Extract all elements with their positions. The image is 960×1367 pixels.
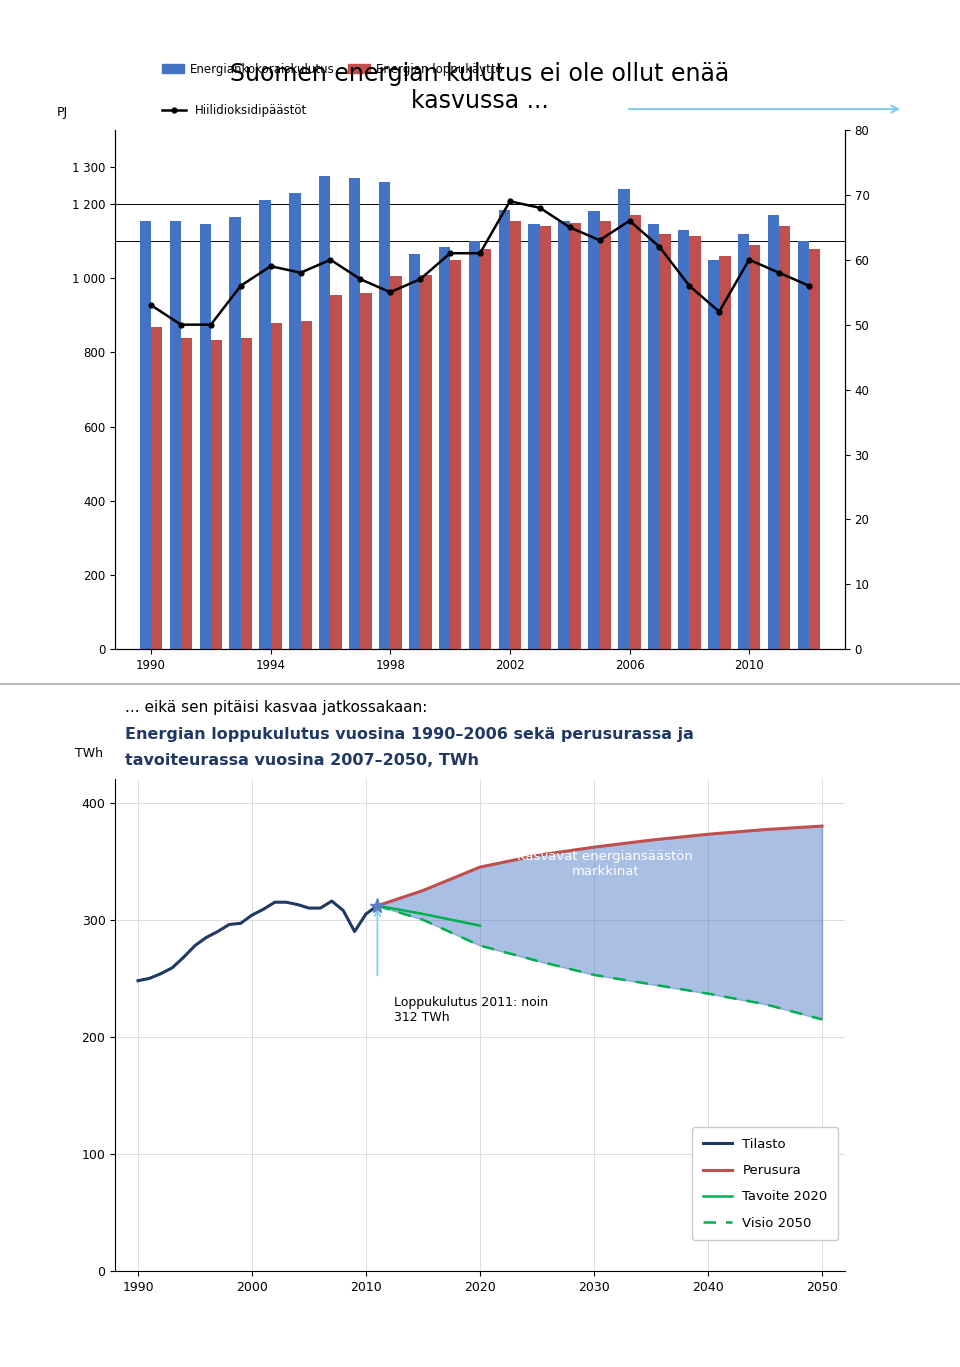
Hiilidioksidipäästöt [684,278,695,294]
Hiilidioksidipäästöt [474,245,486,261]
Bar [379,182,391,649]
Hiilidioksidipäästöt [804,278,815,294]
Bar [140,220,151,649]
Bar [229,217,241,649]
Hiilidioksidipäästöt [354,271,366,287]
Hiilidioksidipäästöt [594,232,606,249]
Hiilidioksidipäästöt [444,245,456,261]
Hiilidioksidipäästöt [743,252,755,268]
Bar [211,339,223,649]
Bar [498,209,510,649]
Text: TWh: TWh [75,746,103,760]
Bar [779,227,790,649]
Bar [798,241,809,649]
Hiilidioksidipäästöt [385,284,396,301]
Bar [600,220,611,649]
Bar [528,224,540,649]
Legend: Hiilidioksidipäästöt: Hiilidioksidipäästöt [157,100,312,122]
Bar [630,215,641,649]
Text: Energian loppukulutus vuosina 1990–2006 sekä perusurassa ja: Energian loppukulutus vuosina 1990–2006 … [125,727,694,742]
Hiilidioksidipäästöt [624,212,636,228]
Bar [569,223,581,649]
Bar [200,224,211,649]
Text: Kasvavat energiansäästön
markkinat: Kasvavat energiansäästön markkinat [517,849,693,878]
Bar [648,224,660,649]
Bar [300,321,312,649]
Bar [689,235,701,649]
Bar [241,338,252,649]
Bar [181,338,192,649]
Hiilidioksidipäästöt [145,297,156,313]
Text: Suomen energian kulutus ei ole ollut enää
kasvussa ...: Suomen energian kulutus ei ole ollut enä… [230,62,730,113]
Bar [510,220,521,649]
Bar [409,254,420,649]
Bar [660,234,671,649]
Text: ... eikä sen pitäisi kasvaa jatkossakaan:: ... eikä sen pitäisi kasvaa jatkossakaan… [125,700,427,715]
Bar [259,201,271,649]
Bar [271,323,282,649]
Bar [391,276,401,649]
Hiilidioksidipäästöt [176,316,187,332]
Hiilidioksidipäästöt [295,265,306,282]
Bar [749,245,760,649]
Bar [450,260,462,649]
Bar [289,193,300,649]
Bar [588,212,600,649]
Bar [420,275,432,649]
Text: Loppukulutus 2011: noin
312 TWh: Loppukulutus 2011: noin 312 TWh [395,997,548,1024]
Hiilidioksidipäästöt [265,258,276,275]
Bar [559,220,569,649]
Bar [768,215,779,649]
Hiilidioksidipäästöt [713,303,725,320]
Bar [480,249,492,649]
Bar [540,227,551,649]
Bar [678,230,689,649]
Bar [360,293,372,649]
Hiilidioksidipäästöt [564,219,575,235]
Bar [708,260,719,649]
Line: Hiilidioksidipäästöt: Hiilidioksidipäästöt [149,198,811,327]
Bar [319,176,330,649]
Hiilidioksidipäästöt [235,278,247,294]
Text: PJ: PJ [57,107,68,119]
Bar [349,178,360,649]
Bar [809,249,820,649]
Bar [439,246,450,649]
Hiilidioksidipäästöt [415,271,426,287]
Hiilidioksidipäästöt [504,193,516,209]
Hiilidioksidipäästöt [654,238,665,254]
Bar [330,295,342,649]
Hiilidioksidipäästöt [205,316,217,332]
Bar [719,256,731,649]
Legend: Tilasto, Perusura, Tavoite 2020, Visio 2050: Tilasto, Perusura, Tavoite 2020, Visio 2… [692,1128,838,1240]
Bar [618,189,630,649]
Hiilidioksidipäästöt [534,200,545,216]
Hiilidioksidipäästöt [773,265,784,282]
Bar [737,234,749,649]
Bar [468,241,480,649]
Text: tavoiteurassa vuosina 2007–2050, TWh: tavoiteurassa vuosina 2007–2050, TWh [125,753,479,768]
Bar [170,220,181,649]
Bar [151,327,162,649]
Hiilidioksidipäästöt [324,252,336,268]
